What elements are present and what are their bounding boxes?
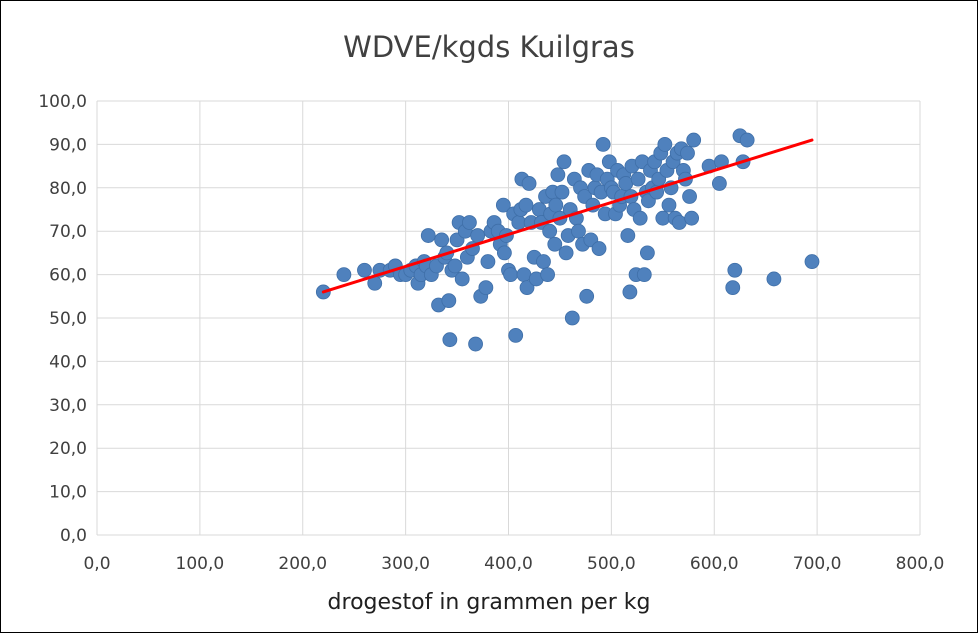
y-tick-label: 50,0 bbox=[49, 309, 87, 329]
x-tick-label: 100,0 bbox=[176, 554, 225, 574]
data-point bbox=[739, 132, 755, 148]
data-point bbox=[495, 197, 511, 213]
data-point bbox=[571, 223, 586, 239]
data-point bbox=[542, 223, 558, 239]
x-tick-label: 800,0 bbox=[896, 554, 945, 574]
data-point bbox=[680, 145, 695, 161]
data-point bbox=[554, 184, 570, 200]
data-point bbox=[766, 271, 782, 287]
data-point bbox=[564, 310, 580, 326]
data-point bbox=[511, 215, 527, 230]
x-tick-label: 300,0 bbox=[381, 554, 430, 574]
y-tick-label: 10,0 bbox=[49, 483, 87, 503]
trendline-layer bbox=[321, 138, 814, 294]
y-tick-label: 0,0 bbox=[60, 526, 87, 546]
data-point bbox=[357, 262, 372, 278]
x-tick-label: 400,0 bbox=[484, 554, 533, 574]
y-tick-label: 40,0 bbox=[49, 352, 87, 372]
x-tick-label: 200,0 bbox=[278, 554, 327, 574]
data-point bbox=[441, 293, 457, 309]
data-point bbox=[508, 327, 524, 343]
y-tick-label: 70,0 bbox=[49, 222, 87, 242]
data-point bbox=[503, 267, 518, 283]
data-point bbox=[519, 280, 535, 296]
data-point bbox=[462, 215, 477, 230]
trendline bbox=[321, 138, 814, 294]
data-point bbox=[336, 267, 352, 283]
data-points bbox=[315, 128, 820, 352]
data-point bbox=[548, 197, 564, 213]
data-point bbox=[620, 228, 636, 243]
tick-labels: 0,0 10,0 20,0 30,0 40,0 50,0 60,0 70,0 80,0 90,0 1… bbox=[38, 92, 944, 574]
data-point bbox=[591, 241, 607, 256]
data-point bbox=[804, 254, 820, 269]
y-tick-label: 100,0 bbox=[38, 92, 87, 112]
chart-title: WDVE/kgds Kuilgras bbox=[343, 30, 635, 64]
data-point bbox=[657, 136, 673, 152]
data-point bbox=[521, 176, 537, 191]
data-point bbox=[636, 267, 652, 283]
data-point bbox=[618, 176, 634, 191]
data-point bbox=[684, 210, 700, 226]
data-point bbox=[442, 332, 458, 348]
x-tick-label: 700,0 bbox=[793, 554, 842, 574]
x-tick-label: 0,0 bbox=[83, 554, 110, 574]
y-tick-label: 90,0 bbox=[49, 135, 87, 155]
data-point bbox=[655, 210, 671, 226]
data-point bbox=[727, 262, 743, 278]
data-point bbox=[550, 167, 566, 183]
data-point bbox=[496, 245, 512, 261]
data-point bbox=[558, 245, 574, 261]
data-point bbox=[711, 176, 727, 191]
data-point bbox=[579, 288, 595, 304]
data-point bbox=[639, 245, 655, 261]
data-point bbox=[630, 171, 646, 187]
data-point bbox=[661, 197, 677, 213]
data-point bbox=[434, 232, 450, 248]
data-point bbox=[540, 267, 555, 283]
data-point bbox=[518, 197, 534, 213]
y-tick-label: 80,0 bbox=[49, 179, 87, 199]
data-point bbox=[671, 215, 687, 230]
x-tick-label: 600,0 bbox=[690, 554, 739, 574]
data-point bbox=[516, 267, 532, 283]
data-point bbox=[682, 189, 697, 204]
data-point bbox=[686, 132, 702, 148]
data-point bbox=[547, 236, 563, 252]
data-point bbox=[725, 280, 741, 296]
data-point bbox=[622, 284, 638, 300]
grid-lines bbox=[96, 100, 921, 536]
data-point bbox=[478, 280, 494, 296]
data-point bbox=[468, 336, 483, 352]
data-point bbox=[480, 254, 496, 269]
data-point bbox=[556, 154, 572, 170]
data-point bbox=[595, 136, 611, 152]
data-point bbox=[470, 228, 486, 243]
x-axis-label: drogestof in grammen per kg bbox=[327, 590, 651, 615]
data-point bbox=[420, 228, 436, 243]
x-tick-label: 500,0 bbox=[587, 554, 636, 574]
data-point bbox=[447, 258, 463, 274]
data-point bbox=[454, 271, 470, 287]
y-tick-label: 20,0 bbox=[49, 439, 87, 459]
data-point bbox=[632, 210, 648, 226]
data-point bbox=[536, 254, 551, 269]
y-tick-label: 60,0 bbox=[49, 266, 87, 286]
y-tick-label: 30,0 bbox=[49, 396, 87, 416]
